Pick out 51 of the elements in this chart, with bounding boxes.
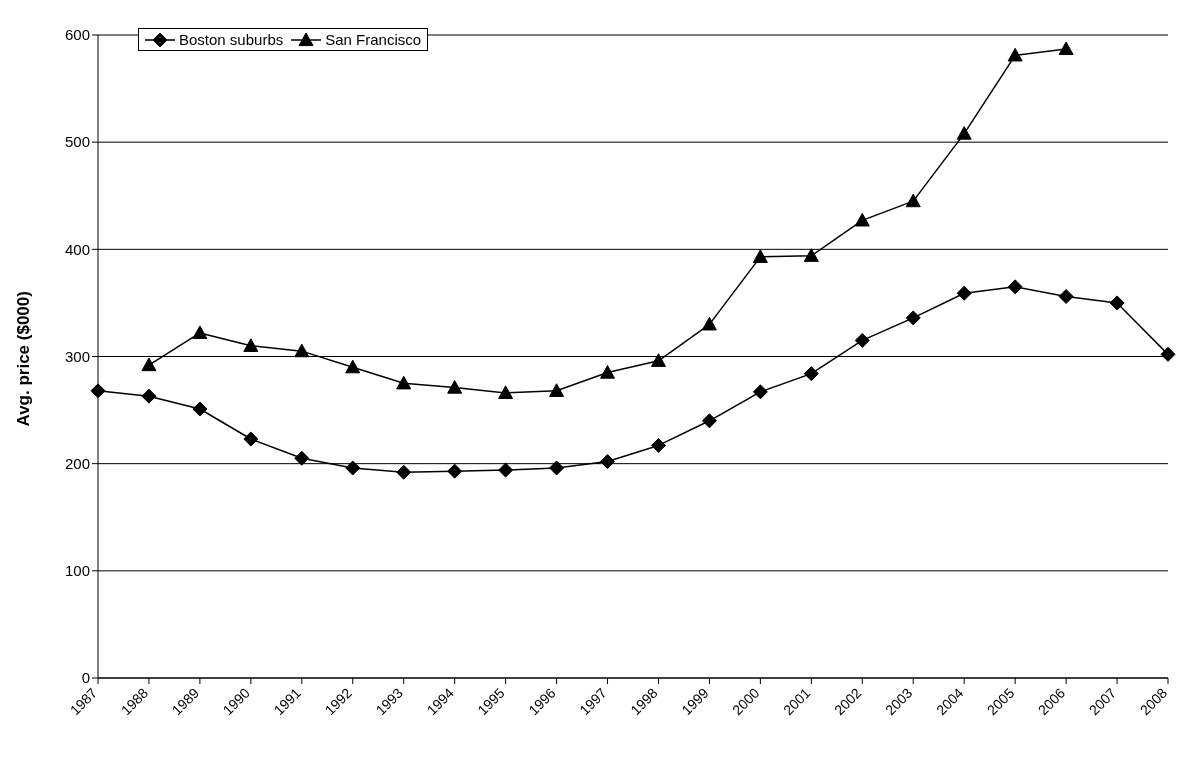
point xyxy=(447,463,463,479)
point xyxy=(905,310,921,326)
y-axis-title: Avg. price ($000) xyxy=(14,291,34,427)
point xyxy=(1007,279,1023,295)
point xyxy=(294,343,310,358)
point xyxy=(600,365,616,379)
point xyxy=(854,332,870,348)
point xyxy=(701,316,717,331)
point xyxy=(396,375,412,390)
y-tick-label: 300 xyxy=(64,347,90,365)
point xyxy=(803,248,819,262)
point xyxy=(1007,47,1023,62)
y-tick-label: 400 xyxy=(64,240,90,258)
point xyxy=(396,464,412,480)
point xyxy=(752,249,768,263)
y-tick-label: 600 xyxy=(64,26,90,44)
point xyxy=(549,460,565,476)
legend-label: San Francisco xyxy=(325,31,422,48)
point xyxy=(447,380,463,394)
point xyxy=(701,413,717,429)
point xyxy=(141,388,157,404)
point xyxy=(1109,295,1125,311)
point xyxy=(1058,288,1074,304)
point xyxy=(192,401,208,417)
point xyxy=(345,460,361,476)
point xyxy=(956,126,972,140)
point xyxy=(192,325,208,340)
y-tick-label: 200 xyxy=(64,454,90,472)
point xyxy=(650,437,666,453)
point xyxy=(600,454,616,470)
point xyxy=(650,353,666,367)
point xyxy=(1160,346,1176,362)
point xyxy=(243,431,259,447)
point xyxy=(854,212,870,227)
point xyxy=(243,338,259,352)
point xyxy=(803,366,819,382)
point xyxy=(956,285,972,301)
y-tick-label: 0 xyxy=(81,669,90,687)
point xyxy=(90,383,106,399)
point xyxy=(1058,41,1074,56)
point xyxy=(905,193,921,208)
legend-label: Boston suburbs xyxy=(179,31,284,48)
point xyxy=(498,385,514,400)
y-tick-label: 500 xyxy=(64,133,90,151)
point xyxy=(345,359,361,374)
point xyxy=(498,462,514,478)
point xyxy=(549,383,565,397)
point xyxy=(141,357,157,372)
point xyxy=(294,450,310,466)
point xyxy=(752,384,768,400)
y-tick-label: 100 xyxy=(64,562,90,580)
